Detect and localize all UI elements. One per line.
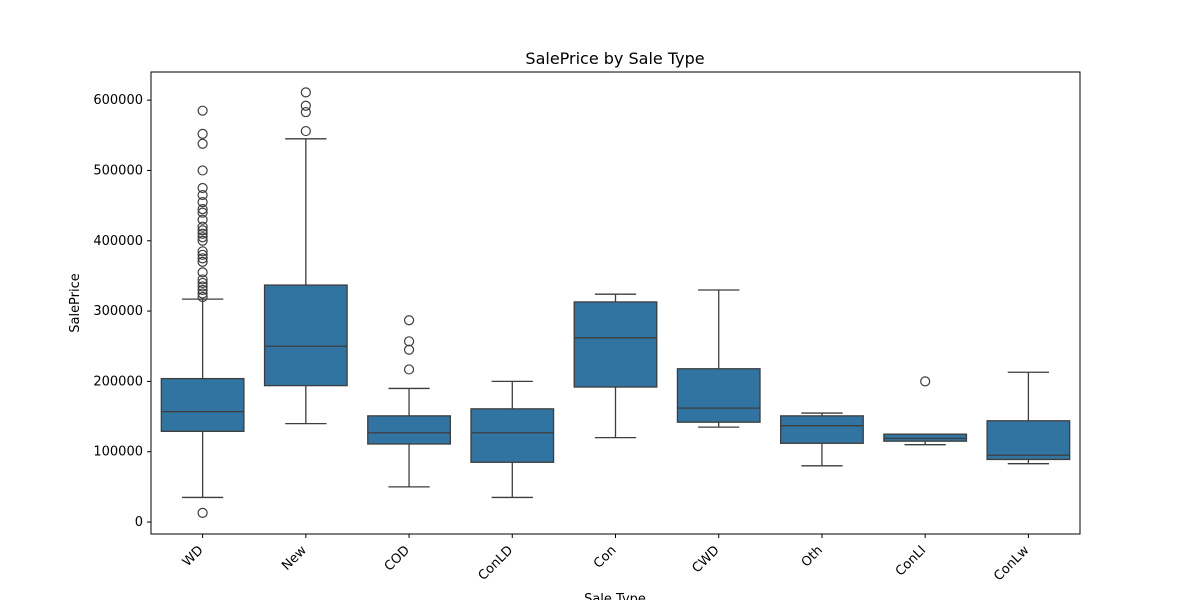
y-tick-label: 300000	[93, 304, 143, 319]
outlier-point	[197, 225, 208, 236]
x-axis-label: Sale Type	[584, 592, 646, 600]
box-iqr-CWD	[676, 368, 761, 423]
outlier-point	[197, 246, 208, 257]
outlier-point	[197, 274, 208, 285]
outlier-point	[197, 207, 208, 218]
outlier-point	[197, 249, 208, 260]
outlier-point	[197, 507, 208, 519]
outlier-point	[197, 214, 208, 225]
y-tick-label: 0	[135, 515, 143, 530]
outlier-point	[403, 364, 415, 375]
outlier-point	[197, 128, 208, 139]
outlier-point	[197, 204, 208, 215]
y-tick-label: 600000	[93, 93, 143, 108]
outlier-point	[197, 256, 208, 267]
outlier-point	[300, 125, 311, 137]
x-tick-label: CWD	[690, 543, 723, 576]
x-tick-label: New	[279, 543, 310, 574]
y-axis-label: SalePrice	[68, 273, 83, 333]
y-tick-label: 500000	[93, 163, 143, 178]
outlier-point	[197, 284, 208, 296]
outlier-point	[197, 165, 208, 176]
outlier-point	[403, 315, 415, 326]
outlier-point	[197, 228, 208, 239]
outlier-point	[403, 344, 415, 355]
x-tick-label: ConLI	[893, 543, 929, 579]
y-tick-label: 400000	[93, 234, 143, 249]
outlier-point	[197, 277, 208, 289]
outlier-point	[197, 138, 208, 149]
outlier-point	[197, 235, 208, 246]
outlier-point	[197, 221, 208, 232]
outlier-point	[197, 281, 208, 292]
outlier-point	[197, 105, 208, 116]
outlier-point	[300, 100, 311, 111]
y-tick-label: 200000	[93, 374, 143, 389]
x-tick-label: ConLw	[991, 543, 1032, 584]
outlier-point	[197, 196, 208, 208]
outlier-point	[300, 87, 311, 98]
outlier-point	[197, 182, 208, 194]
outlier-point	[197, 232, 208, 243]
x-tick-label: Oth	[799, 543, 826, 570]
x-tick-label: WD	[180, 543, 207, 570]
x-tick-label: COD	[382, 543, 413, 574]
box-iqr-New	[263, 284, 348, 387]
plot-area: 0 100000 200000 300000 400000 500000 600000 WD N…	[93, 87, 1071, 584]
box-iqr-ConLw	[986, 420, 1071, 461]
box-iqr-COD	[367, 415, 451, 445]
outlier-point	[197, 189, 208, 201]
box-iqr-WD	[160, 377, 245, 432]
outlier-point	[197, 253, 208, 264]
x-tick-label: ConLD	[476, 543, 517, 584]
plot-frame	[150, 71, 1081, 535]
outlier-point	[920, 376, 931, 387]
outlier-point	[197, 267, 208, 278]
box-iqr-Con	[573, 301, 658, 388]
outlier-point	[197, 291, 208, 303]
box-iqr-ConLI	[883, 433, 968, 442]
box-iqr-ConLD	[470, 408, 555, 463]
box-iqr-Oth	[780, 415, 864, 444]
outlier-point	[300, 106, 311, 118]
y-tick-label: 100000	[93, 445, 143, 460]
outlier-point	[403, 336, 415, 347]
x-tick-label: Con	[591, 543, 619, 571]
outlier-point	[197, 288, 208, 299]
chart-title: SalePrice by Sale Type	[525, 49, 704, 68]
